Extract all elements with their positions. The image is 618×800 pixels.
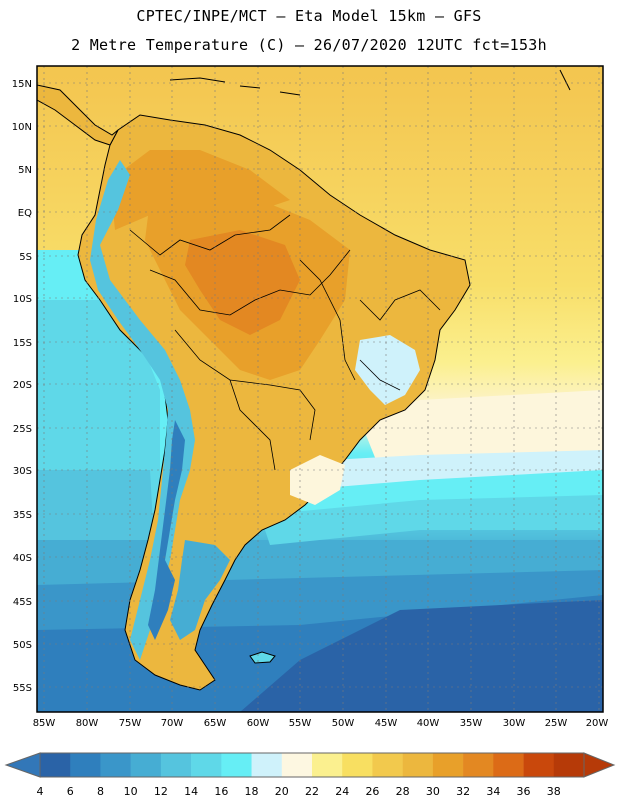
pacific-band-12 bbox=[37, 470, 155, 560]
colorbar-label: 6 bbox=[67, 785, 74, 798]
lat-tick-label: 40S bbox=[13, 553, 32, 564]
colorbar-label: 30 bbox=[426, 785, 440, 798]
lon-tick-label: 60W bbox=[247, 718, 270, 729]
lat-axis: 15N 10N 5N EQ 5S 10S 15S 20S 25S 30S 35S… bbox=[12, 79, 32, 694]
andes-colder bbox=[148, 420, 185, 640]
southern-band-4 bbox=[240, 600, 603, 712]
lon-tick-label: 40W bbox=[417, 718, 440, 729]
colorbar-swatch bbox=[100, 753, 131, 777]
colorbar-swatch bbox=[312, 753, 343, 777]
colorbar-swatch bbox=[160, 753, 192, 777]
lat-tick-label: 30S bbox=[13, 466, 32, 477]
colorbar-swatch bbox=[342, 753, 373, 777]
colorbar-swatch bbox=[40, 753, 71, 777]
colorbar-label: 8 bbox=[97, 785, 104, 798]
graticule bbox=[37, 66, 603, 712]
colorbar-swatch bbox=[281, 753, 313, 777]
colorbar-swatch bbox=[221, 753, 252, 777]
lat-tick-label: 10N bbox=[12, 122, 32, 133]
lat-tick-label: 15N bbox=[12, 79, 32, 90]
colorbar-swatch bbox=[493, 753, 524, 777]
map-frame bbox=[36, 65, 604, 713]
colorbar-swatch bbox=[251, 753, 283, 777]
colorbar-label: 14 bbox=[184, 785, 198, 798]
colorbar-label: 22 bbox=[305, 785, 319, 798]
colorbar-swatch bbox=[432, 753, 464, 777]
colorbar-label: 32 bbox=[456, 785, 470, 798]
caribbean-islands bbox=[169, 69, 571, 96]
colorbar-label: 28 bbox=[396, 785, 410, 798]
colorbar-label: 4 bbox=[37, 785, 44, 798]
atlantic-band-22 bbox=[360, 390, 603, 470]
lon-tick-label: 20W bbox=[586, 718, 609, 729]
lon-tick-label: 55W bbox=[289, 718, 312, 729]
lat-tick-label: 50S bbox=[13, 640, 32, 651]
atlantic-band-16 bbox=[260, 495, 603, 545]
colorbar-high-arrow bbox=[583, 752, 616, 778]
colorbar-swatch bbox=[130, 753, 162, 777]
lon-tick-label: 80W bbox=[76, 718, 99, 729]
colorbar-swatch bbox=[523, 753, 555, 777]
lat-tick-label: 25S bbox=[13, 424, 32, 435]
colorbar-label: 10 bbox=[124, 785, 138, 798]
lat-tick-label: 45S bbox=[13, 597, 32, 608]
lon-tick-label: 75W bbox=[119, 718, 142, 729]
lon-tick-label: 45W bbox=[375, 718, 398, 729]
colorbar-label: 24 bbox=[335, 785, 349, 798]
lat-tick-label: 5S bbox=[19, 252, 32, 263]
lon-tick-label: 70W bbox=[161, 718, 184, 729]
colorbar-label: 34 bbox=[486, 785, 500, 798]
lat-tick-label: EQ bbox=[18, 208, 32, 219]
colorbar-label: 38 bbox=[547, 785, 561, 798]
colorbar-label: 16 bbox=[214, 785, 228, 798]
colorbar-swatch bbox=[402, 753, 434, 777]
title-line-2: 2 Metre Temperature (C) – 26/07/2020 12U… bbox=[71, 36, 547, 54]
colorbar-swatch bbox=[191, 753, 222, 777]
lon-tick-label: 65W bbox=[204, 718, 227, 729]
lon-tick-label: 30W bbox=[503, 718, 526, 729]
uruguay-cool bbox=[290, 455, 345, 505]
colorbar: 4 6 8 10 12 14 16 18 20 22 24 26 28 30 32 34 36 38 bbox=[4, 752, 616, 798]
land-central-america bbox=[37, 84, 119, 146]
colorbar-swatch bbox=[372, 753, 403, 777]
colorbar-swatch bbox=[553, 753, 585, 777]
lat-tick-label: 15S bbox=[13, 338, 32, 349]
colorbar-label: 26 bbox=[365, 785, 379, 798]
lon-tick-label: 25W bbox=[545, 718, 568, 729]
lon-tick-label: 85W bbox=[33, 718, 56, 729]
land-north-warm bbox=[110, 150, 290, 230]
falkland-islands bbox=[249, 651, 276, 664]
colorbar-swatch bbox=[70, 753, 101, 777]
lon-tick-label: 50W bbox=[332, 718, 355, 729]
colorbar-label: 12 bbox=[154, 785, 168, 798]
colorbar-low-arrow bbox=[4, 752, 41, 778]
colorbar-swatch bbox=[463, 753, 494, 777]
lat-tick-label: 35S bbox=[13, 510, 32, 521]
lon-tick-label: 35W bbox=[460, 718, 483, 729]
country-borders bbox=[129, 214, 441, 471]
se-brazil-cool bbox=[355, 335, 420, 405]
lat-tick-label: 55S bbox=[13, 683, 32, 694]
lat-tick-label: 20S bbox=[13, 380, 32, 391]
lon-axis: 85W 80W 75W 70W 65W 60W 55W 50W 45W 40W … bbox=[33, 718, 609, 729]
colorbar-label: 18 bbox=[245, 785, 259, 798]
lat-tick-label: 10S bbox=[13, 294, 32, 305]
colorbar-label: 36 bbox=[517, 785, 531, 798]
lat-tick-label: 5N bbox=[18, 165, 32, 176]
colorbar-label: 20 bbox=[275, 785, 289, 798]
colorbar-frame bbox=[39, 752, 585, 778]
title-line-1: CPTEC/INPE/MCT – Eta Model 15km – GFS bbox=[136, 7, 482, 25]
